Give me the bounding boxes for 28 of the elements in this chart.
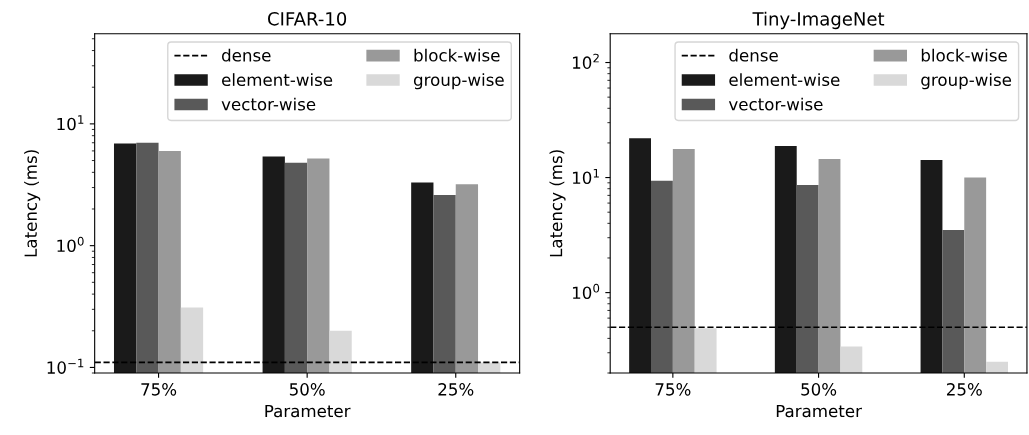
- x-tick-label: 25%: [946, 383, 982, 396]
- legend-label: vector-wise: [728, 97, 823, 111]
- y-axis-title: Latency (ms): [549, 150, 566, 257]
- legend-label: block-wise: [921, 48, 1007, 62]
- x-tick-label: 50%: [801, 383, 837, 396]
- legend-label: element-wise: [729, 73, 840, 87]
- legend-label: dense: [729, 48, 778, 62]
- x-axis-title: Parameter: [265, 404, 351, 418]
- y-axis-title: Latency (ms): [24, 150, 41, 257]
- legend-label: block-wise: [414, 48, 500, 62]
- y-tick-label: 10$^{1}$: [57, 115, 84, 131]
- x-tick-label: 75%: [655, 383, 691, 396]
- x-tick-label: 25%: [438, 383, 474, 396]
- legend-label: element-wise: [222, 73, 333, 87]
- x-axis-title: Parameter: [776, 404, 862, 418]
- legend-label: group-wise: [921, 73, 1012, 90]
- legend-label: dense: [222, 48, 271, 62]
- y-tick-label: 10$^{1}$: [572, 168, 599, 185]
- chart-title: Tiny-ImageNet: [752, 11, 885, 30]
- legend-label: vector-wise: [221, 97, 316, 111]
- x-tick-label: 75%: [141, 383, 177, 396]
- y-tick-label: 10$^{2}$: [572, 53, 599, 69]
- chart-title: CIFAR-10: [268, 11, 347, 26]
- y-tick-label: 10$^{0}$: [572, 283, 600, 300]
- y-tick-label: 10$^{−1}$: [47, 358, 84, 374]
- legend-label: group-wise: [413, 73, 504, 90]
- x-tick-label: 50%: [289, 383, 325, 396]
- y-tick-label: 10$^{0}$: [57, 236, 84, 253]
